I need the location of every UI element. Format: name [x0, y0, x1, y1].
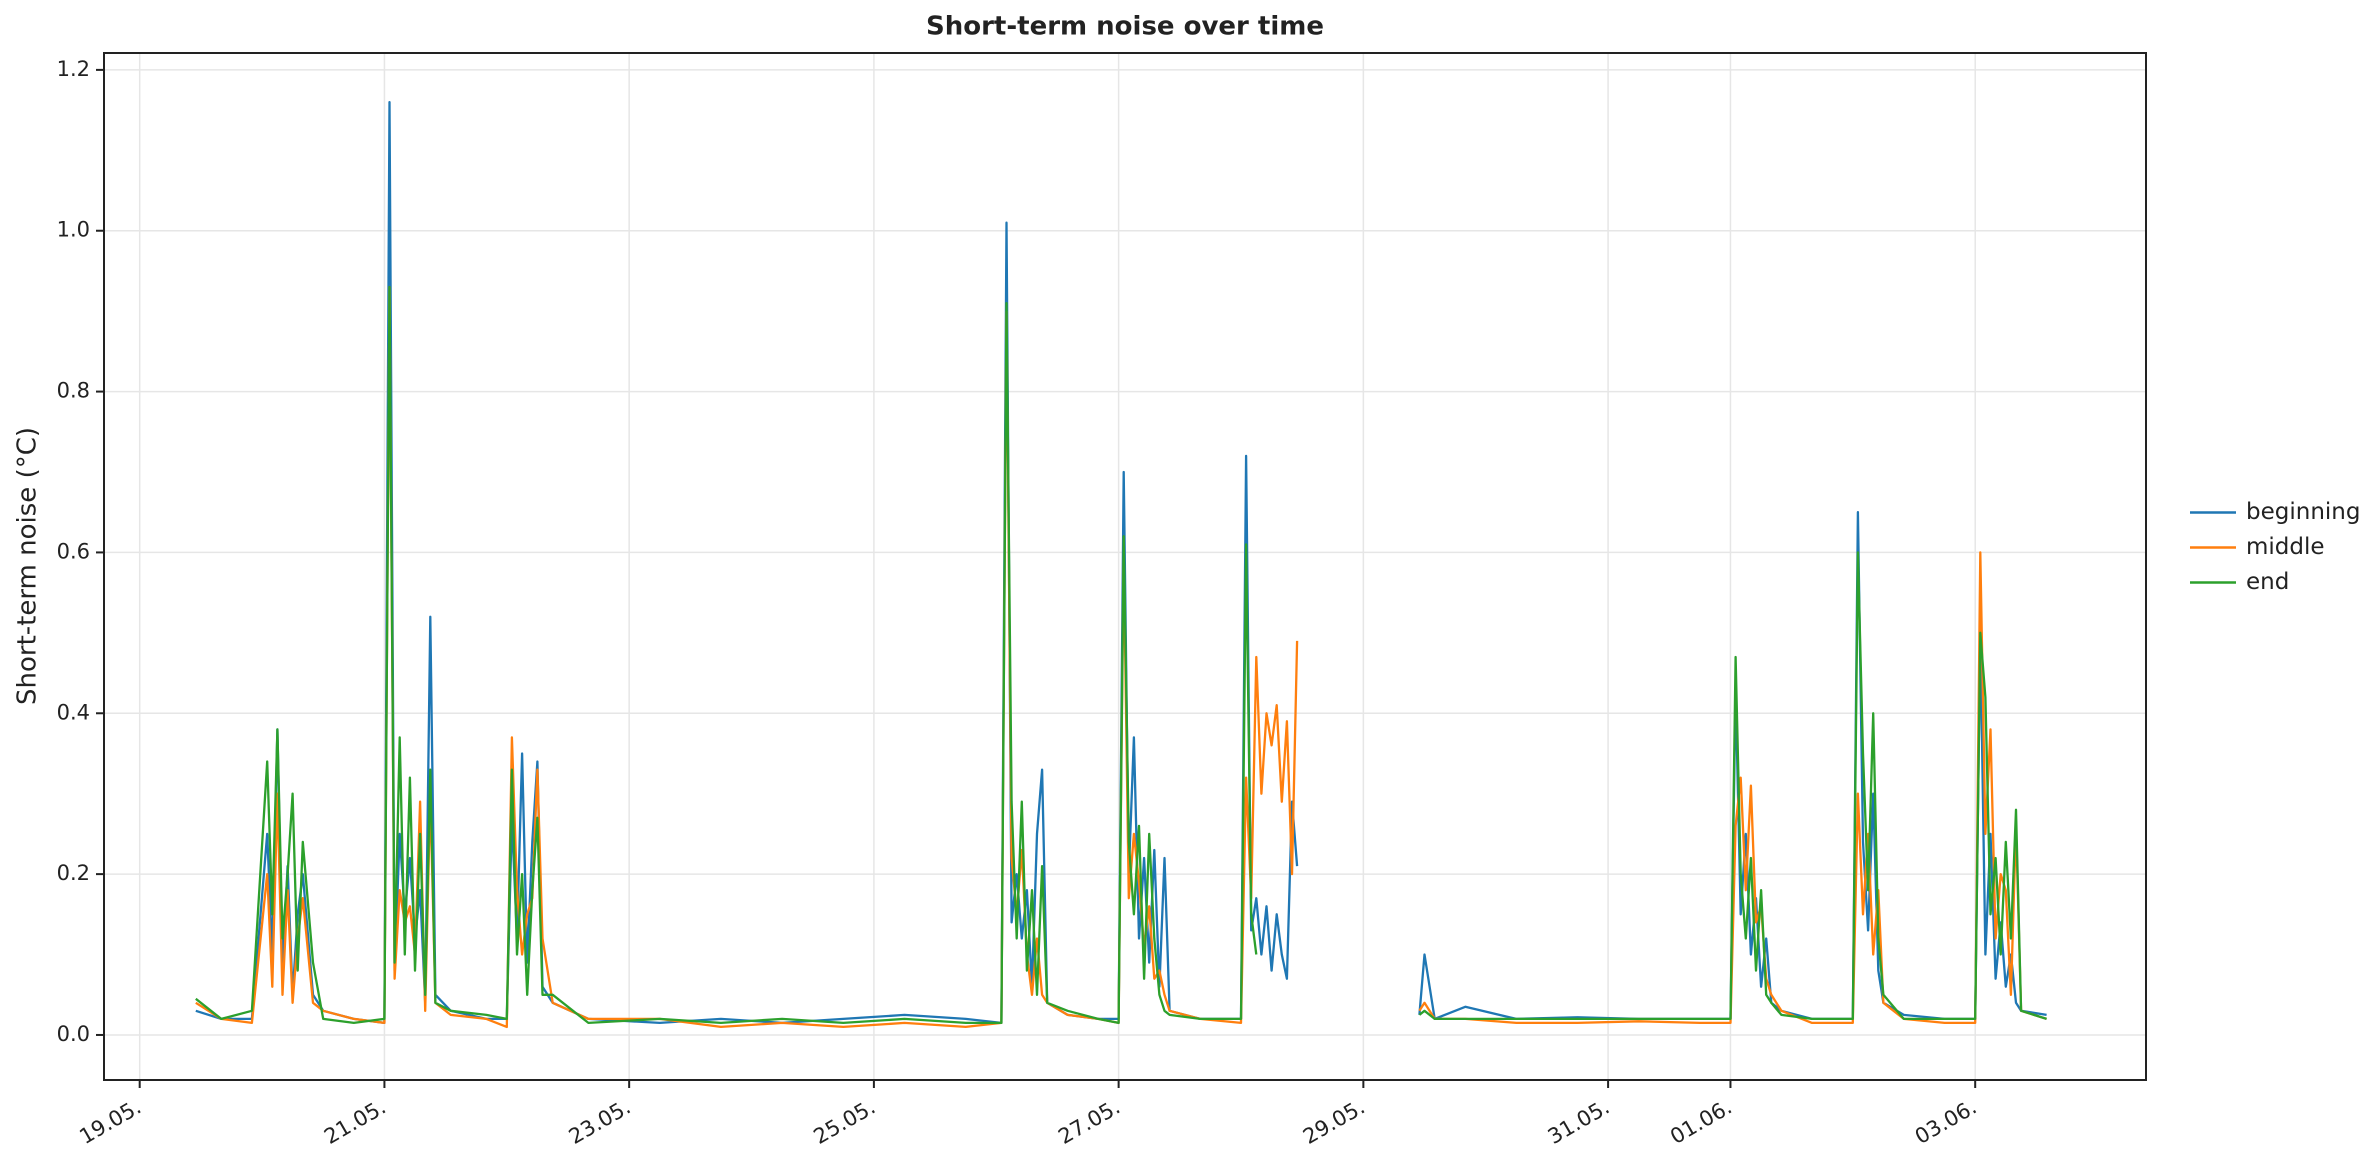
- legend: beginning middle end: [2190, 499, 2360, 595]
- y-tick-label: 1.0: [57, 218, 90, 242]
- y-tick-label: 0.8: [57, 379, 90, 403]
- x-tick-label: 19.05.: [75, 1095, 145, 1149]
- y-tick-label: 0.2: [57, 861, 90, 885]
- chart-title: Short-term noise over time: [926, 12, 1324, 42]
- y-axis-label: Short-term noise (°C): [13, 427, 43, 705]
- y-tick-label: 1.2: [57, 57, 90, 81]
- grid: [104, 53, 2146, 1080]
- series-line: [195, 285, 2047, 1025]
- x-tick-label: 31.05.: [1544, 1095, 1614, 1149]
- x-tick-label: 25.05.: [810, 1095, 880, 1149]
- plot-lines: [195, 100, 2047, 1029]
- legend-label: end: [2246, 569, 2289, 595]
- y-tick-label: 0.4: [57, 700, 90, 724]
- x-tick-label: 21.05.: [320, 1095, 390, 1149]
- x-tick-label: 29.05.: [1299, 1095, 1369, 1149]
- legend-label: middle: [2246, 534, 2325, 560]
- x-tick-label: 01.06.: [1666, 1095, 1736, 1149]
- axes: 0.0 0.2 0.4 0.6 0.8 1.0 1.2 19.05. 21.05. 23.05. 2…: [57, 57, 1981, 1149]
- plot-frame: [103, 52, 2147, 1081]
- x-tick-label: 23.05.: [565, 1095, 635, 1149]
- x-tick-label: 03.06.: [1911, 1095, 1981, 1149]
- y-tick-label: 0.0: [57, 1022, 90, 1046]
- y-tick-label: 0.6: [57, 539, 90, 563]
- x-tick-label: 27.05.: [1054, 1095, 1124, 1149]
- legend-label: beginning: [2246, 499, 2360, 525]
